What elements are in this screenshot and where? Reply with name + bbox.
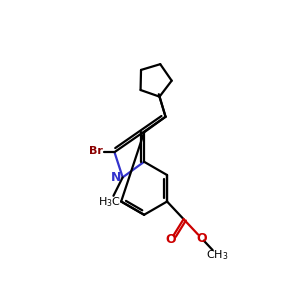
Text: Br: Br xyxy=(89,146,103,156)
Text: H$_3$C: H$_3$C xyxy=(98,195,121,209)
Text: N: N xyxy=(111,171,122,184)
Text: CH$_3$: CH$_3$ xyxy=(206,248,229,262)
Text: O: O xyxy=(196,232,207,245)
Text: O: O xyxy=(165,233,176,246)
